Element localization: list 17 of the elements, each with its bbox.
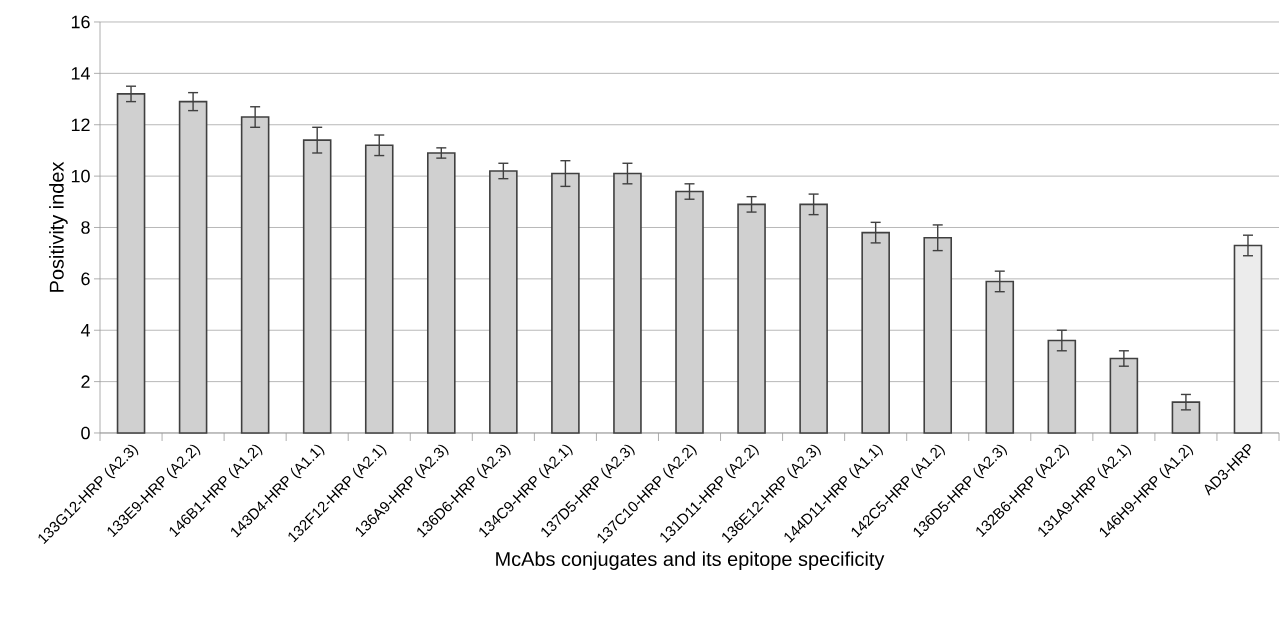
y-tick-label: 0 (81, 426, 90, 440)
y-tick-label: 4 (80, 324, 90, 337)
y-tick-label: 16 (71, 15, 90, 29)
bar (427, 152, 456, 434)
y-tick-label: 14 (71, 67, 90, 80)
y-tick-label: 12 (71, 118, 90, 131)
y-axis-title: Positivity index (49, 161, 68, 292)
x-axis-title: McAbs conjugates and its epitope specificity (496, 551, 885, 571)
y-tick-label: 8 (81, 221, 90, 234)
bar (1109, 357, 1139, 434)
y-tick-label: 10 (71, 169, 90, 183)
y-tick-label: 2 (81, 375, 90, 388)
bar (737, 203, 766, 434)
bar (1233, 244, 1263, 434)
bar (985, 280, 1015, 434)
y-tick-label: 6 (81, 272, 90, 286)
bar (799, 203, 828, 434)
